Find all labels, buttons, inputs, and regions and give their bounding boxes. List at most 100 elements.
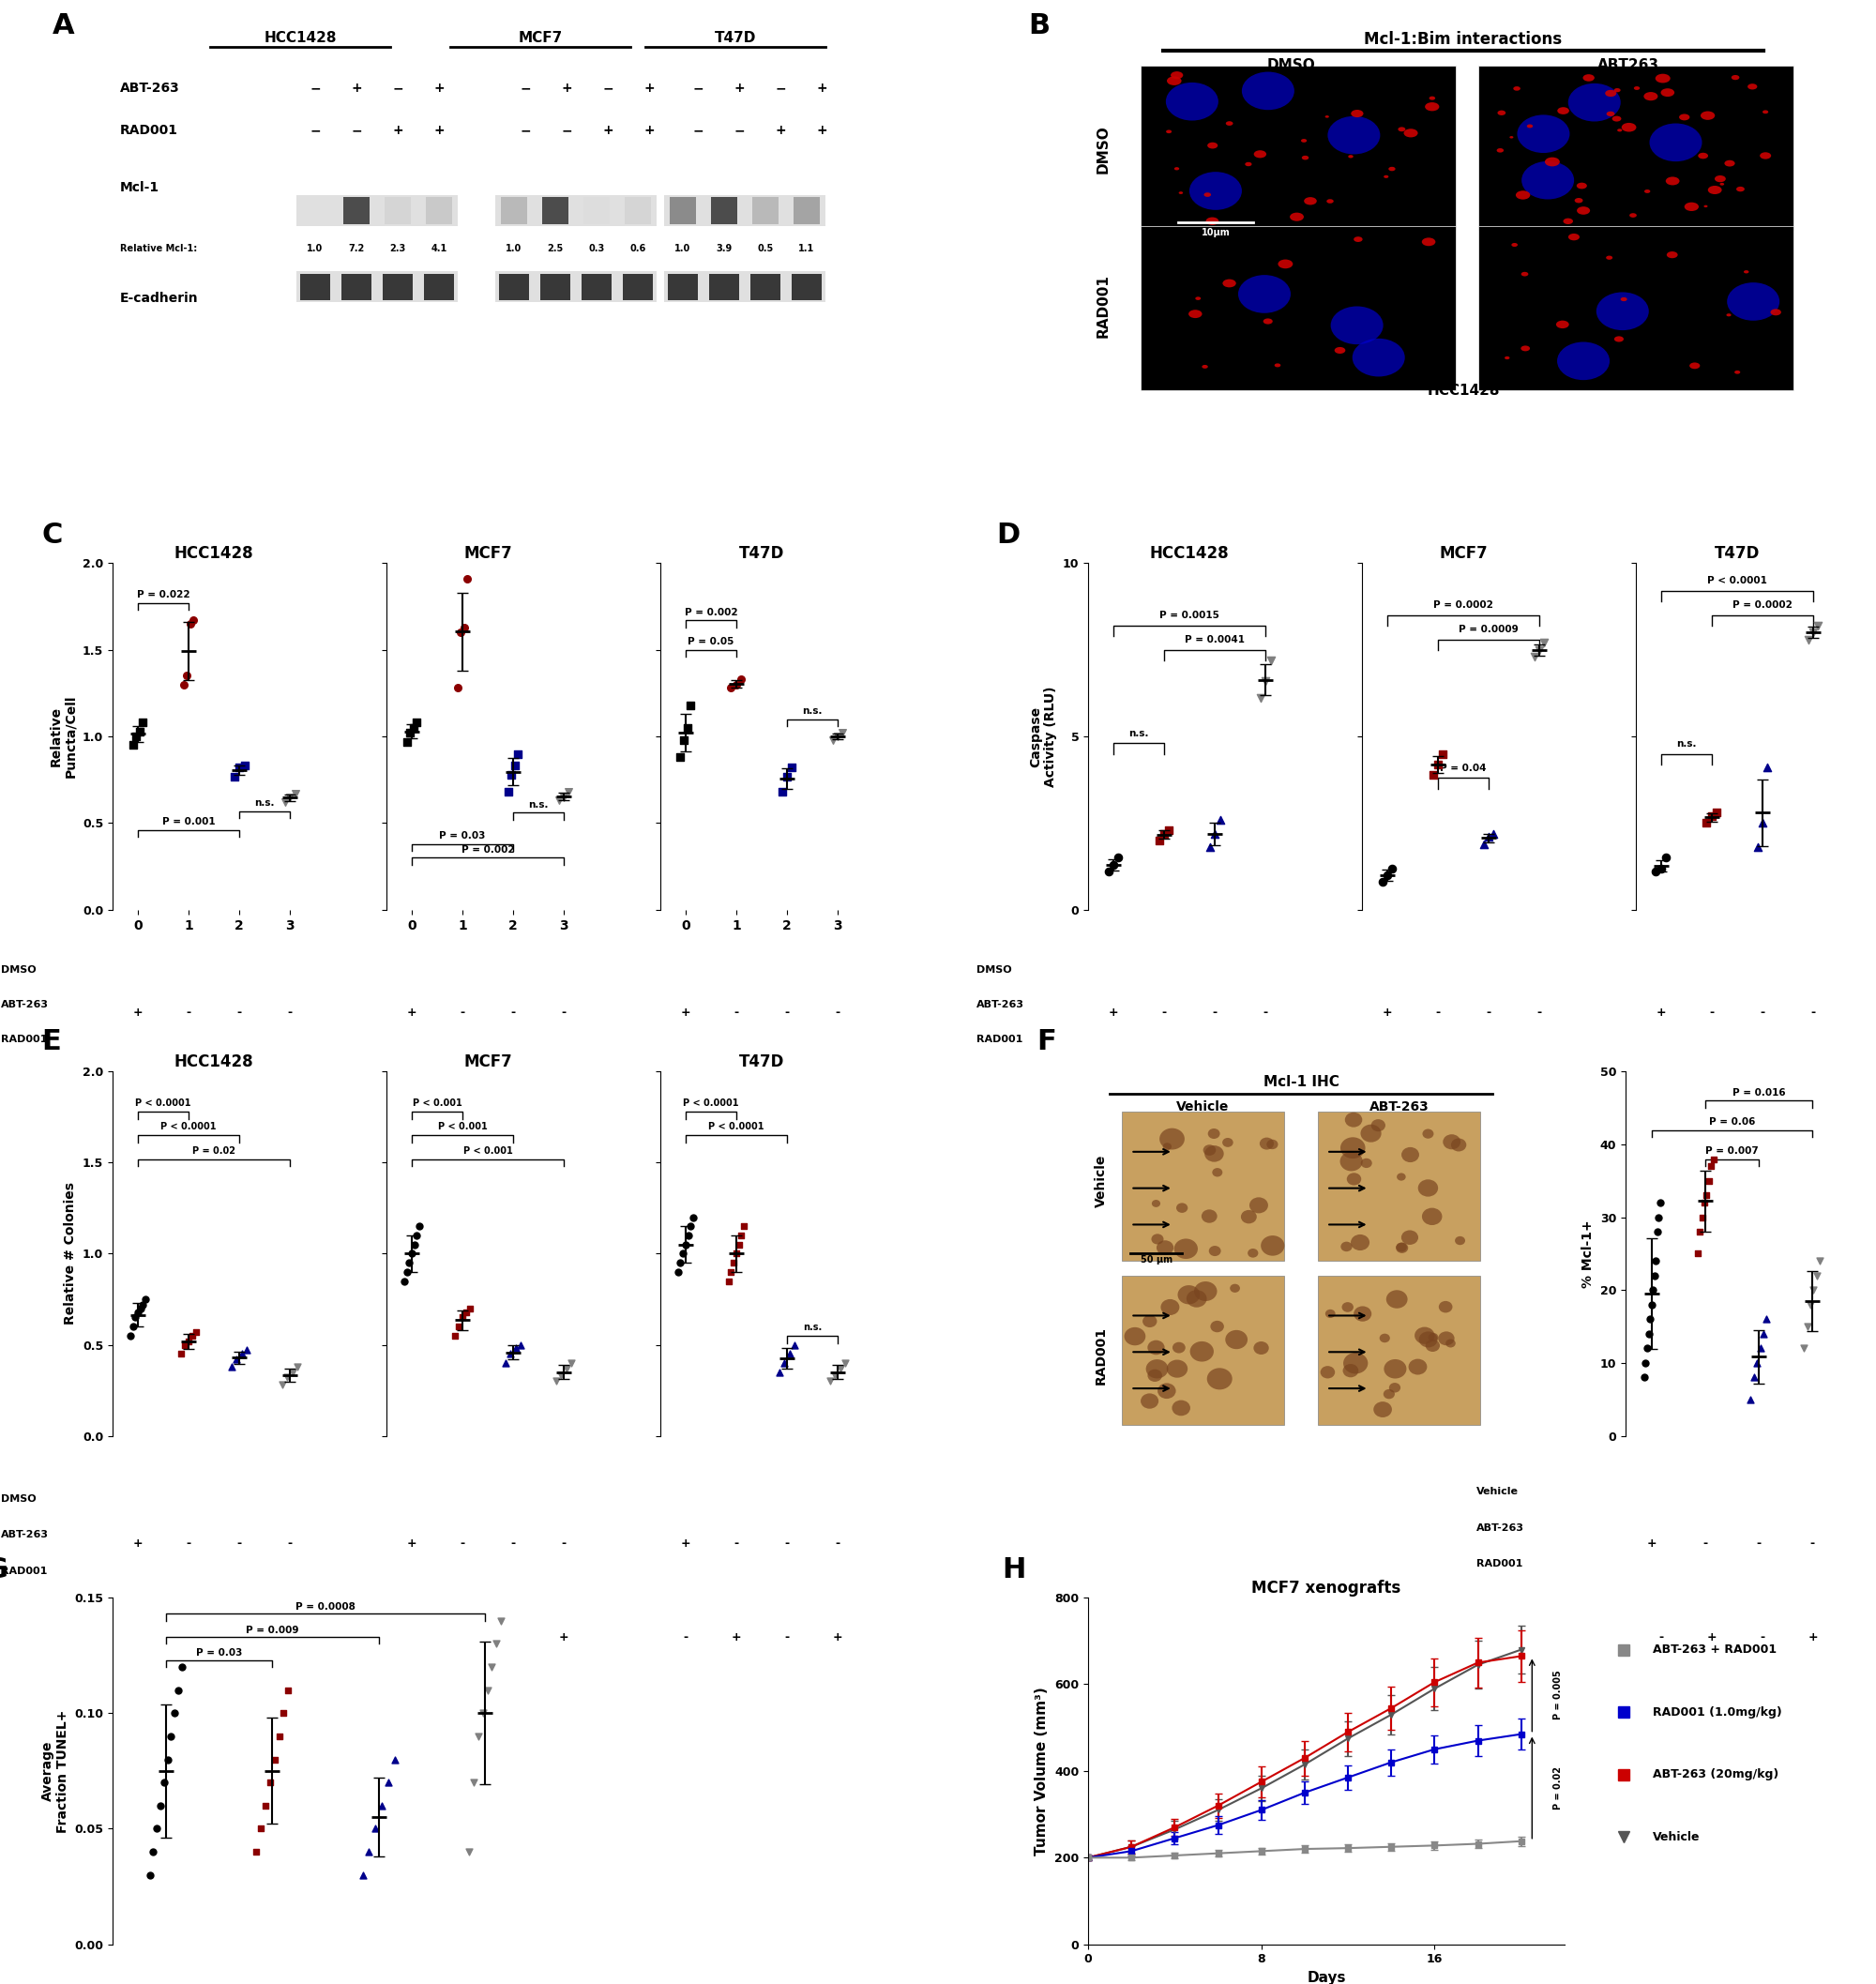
Point: [540, 1365, 570, 1397]
Ellipse shape: [1386, 1290, 1407, 1307]
Point: [174, 1325, 204, 1357]
Text: -: -: [287, 1538, 293, 1550]
Ellipse shape: [1398, 1173, 1405, 1180]
Point: [396, 716, 426, 748]
Point: [1520, 641, 1550, 673]
Text: Vehicle: Vehicle: [1653, 1831, 1700, 1843]
Text: H: H: [1002, 1555, 1026, 1583]
Text: -: -: [1212, 1631, 1218, 1643]
Point: [392, 726, 422, 758]
Point: [497, 758, 527, 790]
Ellipse shape: [1555, 321, 1568, 329]
Text: +: +: [816, 81, 827, 95]
Point: [720, 669, 750, 700]
Text: +: +: [433, 123, 445, 137]
Text: n.s.: n.s.: [1129, 728, 1148, 738]
Text: 2.3: 2.3: [390, 244, 405, 254]
Bar: [495, 272, 657, 302]
Point: [818, 724, 848, 756]
Ellipse shape: [1208, 143, 1218, 149]
Point: [398, 712, 428, 744]
Text: +: +: [351, 81, 362, 95]
Point: [1642, 855, 1672, 887]
Point: [1634, 1317, 1664, 1349]
Point: [114, 1319, 144, 1351]
Ellipse shape: [1613, 87, 1621, 91]
Text: T47D: T47D: [715, 32, 756, 46]
Ellipse shape: [1178, 192, 1184, 194]
Ellipse shape: [1142, 1315, 1157, 1327]
Bar: [501, 196, 527, 224]
Point: [493, 776, 523, 807]
Bar: [625, 196, 651, 224]
Text: B: B: [1028, 12, 1051, 40]
Text: P < 0.0001: P < 0.0001: [709, 1123, 764, 1131]
Ellipse shape: [1613, 335, 1623, 341]
Bar: [1122, 1276, 1283, 1425]
Text: 0.5: 0.5: [758, 244, 773, 254]
Text: n.s.: n.s.: [255, 798, 274, 807]
Text: ABT-263: ABT-263: [1369, 1101, 1430, 1113]
Point: [394, 1246, 424, 1278]
Bar: [300, 274, 330, 300]
Point: [1642, 1246, 1672, 1278]
Point: [775, 1337, 805, 1369]
Ellipse shape: [1304, 196, 1317, 204]
Point: [1696, 800, 1726, 831]
Point: [280, 778, 310, 809]
Ellipse shape: [1685, 202, 1700, 210]
Bar: [709, 274, 739, 300]
Point: [460, 1766, 490, 1798]
Bar: [540, 274, 570, 300]
Text: RAD001: RAD001: [2, 1034, 47, 1044]
Text: -: -: [236, 1631, 242, 1643]
Text: P = 0.0015: P = 0.0015: [1159, 611, 1219, 621]
Ellipse shape: [1521, 345, 1531, 351]
Text: E-cadherin: E-cadherin: [120, 292, 199, 306]
Ellipse shape: [1201, 1210, 1218, 1222]
Bar: [794, 196, 820, 224]
Ellipse shape: [1240, 1210, 1257, 1224]
Text: P = 0.002: P = 0.002: [685, 607, 737, 617]
Ellipse shape: [1384, 175, 1388, 179]
Text: RAD001: RAD001: [1096, 274, 1111, 337]
Bar: [623, 274, 653, 300]
Bar: [302, 196, 328, 224]
Ellipse shape: [1354, 1305, 1371, 1321]
Text: ABT-263 (20mg/kg): ABT-263 (20mg/kg): [1653, 1768, 1778, 1780]
Ellipse shape: [1231, 1284, 1240, 1292]
Ellipse shape: [1146, 1359, 1169, 1379]
Ellipse shape: [1300, 139, 1308, 143]
Ellipse shape: [1189, 1341, 1214, 1361]
Point: [405, 1210, 435, 1242]
Text: 10µm: 10µm: [1201, 228, 1231, 236]
Title: T47D: T47D: [1715, 546, 1760, 561]
Text: -: -: [510, 1008, 516, 1020]
Text: -: -: [287, 1008, 293, 1020]
Ellipse shape: [1203, 1145, 1216, 1155]
Point: [1150, 817, 1180, 849]
Ellipse shape: [1426, 103, 1439, 111]
Text: -: -: [1486, 1008, 1491, 1020]
Ellipse shape: [1403, 129, 1418, 137]
Point: [670, 1228, 700, 1260]
Point: [767, 776, 797, 807]
Title: MCF7: MCF7: [463, 1054, 512, 1069]
Text: RAD001: RAD001: [1094, 1327, 1107, 1385]
Point: [499, 750, 529, 782]
Text: +: +: [407, 1538, 416, 1550]
Ellipse shape: [1655, 73, 1670, 83]
Ellipse shape: [1690, 363, 1700, 369]
Point: [274, 1674, 304, 1706]
Point: [1747, 807, 1777, 839]
Point: [1745, 1333, 1775, 1365]
Point: [128, 706, 158, 738]
Ellipse shape: [1167, 129, 1172, 133]
Ellipse shape: [1396, 1242, 1409, 1254]
Point: [1154, 813, 1184, 845]
Text: Vehicle: Vehicle: [1176, 1101, 1229, 1113]
Ellipse shape: [1353, 339, 1405, 377]
Ellipse shape: [1771, 310, 1780, 315]
Ellipse shape: [1748, 83, 1758, 89]
Ellipse shape: [1428, 1333, 1439, 1341]
